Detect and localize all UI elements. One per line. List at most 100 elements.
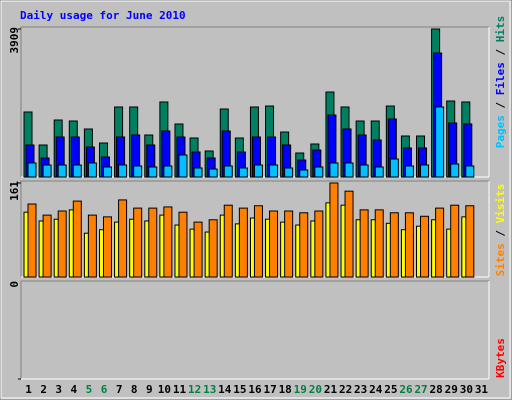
y-tick-label: 3909 (8, 27, 21, 54)
bar (269, 210, 279, 278)
bar (72, 164, 82, 178)
bar (42, 214, 52, 278)
panel (20, 280, 490, 380)
bar (57, 210, 67, 278)
bar (404, 165, 414, 178)
bar (223, 204, 233, 278)
x-tick-label: 1 (25, 383, 32, 396)
bar (269, 164, 279, 178)
x-tick-label: 6 (101, 383, 108, 396)
bar (163, 206, 173, 278)
bar (435, 106, 445, 178)
x-tick-label: 28 (430, 383, 443, 396)
x-tick-label: 13 (203, 383, 216, 396)
bar (193, 221, 203, 278)
bar (253, 164, 263, 178)
bar (465, 205, 475, 278)
bar (193, 167, 203, 178)
bar (102, 216, 112, 278)
x-tick-label: 5 (86, 383, 93, 396)
legend-separator: / (494, 223, 507, 243)
bar (450, 163, 460, 178)
bar (27, 162, 37, 178)
x-tick-label: 2 (40, 383, 47, 396)
bar (374, 209, 384, 278)
bar (299, 212, 309, 278)
legend-entry: Hits (494, 16, 507, 43)
bar (465, 165, 475, 178)
legend-entry: Files (494, 62, 507, 95)
x-tick-label: 8 (131, 383, 138, 396)
legend: Pages / Files / Hits (494, 16, 507, 149)
bar (238, 207, 248, 278)
bar (389, 212, 399, 278)
legend: KBytes (494, 338, 507, 378)
legend-entry: KBytes (494, 338, 507, 378)
x-tick-label: 4 (71, 383, 78, 396)
bar (72, 200, 82, 278)
bar (314, 210, 324, 278)
x-tick-label: 30 (460, 383, 473, 396)
x-tick-label: 17 (263, 383, 276, 396)
bar (102, 166, 112, 178)
bar (420, 164, 430, 178)
x-tick-label: 16 (248, 383, 262, 396)
bar (133, 207, 143, 278)
bar (133, 165, 143, 178)
legend: Sites / Visits (494, 184, 507, 277)
x-tick-label: 31 (475, 383, 489, 396)
bar (163, 165, 173, 178)
bar (284, 210, 294, 278)
chart-title: Daily usage for June 2010 (20, 9, 186, 22)
bar (148, 166, 158, 178)
bar (148, 207, 158, 278)
x-tick-label: 24 (369, 383, 383, 396)
legend-entry: Pages (494, 115, 507, 148)
bar (27, 203, 37, 278)
x-tick-label: 27 (414, 383, 427, 396)
bar (389, 158, 399, 178)
bar (329, 182, 339, 278)
x-tick-label: 15 (233, 383, 246, 396)
bar (118, 199, 128, 278)
bar (87, 162, 97, 178)
bar (208, 168, 218, 178)
bar (178, 211, 188, 278)
bar (238, 167, 248, 178)
x-tick-label: 3 (55, 383, 62, 396)
x-tick-label: 10 (158, 383, 171, 396)
bar (178, 154, 188, 178)
x-tick-label: 26 (399, 383, 413, 396)
y-tick-label: 161 (8, 181, 21, 201)
bar (359, 164, 369, 178)
bar (420, 215, 430, 278)
legend-entry: Visits (494, 184, 507, 224)
x-tick-label: 12 (188, 383, 201, 396)
x-tick-label: 25 (384, 383, 397, 396)
bar (314, 166, 324, 178)
bar (299, 169, 309, 178)
bar (208, 219, 218, 278)
bar (450, 204, 460, 278)
bar (374, 166, 384, 178)
legend-separator: / (494, 95, 507, 115)
x-tick-label: 19 (294, 383, 307, 396)
legend-separator: / (494, 42, 507, 62)
x-tick-label: 18 (279, 383, 292, 396)
x-tick-label: 20 (309, 383, 322, 396)
bar (344, 162, 354, 178)
x-tick-label: 14 (218, 383, 232, 396)
bar (329, 162, 339, 178)
x-tick-label: 22 (339, 383, 352, 396)
bar (284, 167, 294, 178)
bar (253, 205, 263, 278)
bar (87, 214, 97, 278)
bar (118, 164, 128, 178)
bar (42, 164, 52, 178)
y-tick-label: 0 (8, 281, 21, 288)
x-tick-label: 9 (146, 383, 153, 396)
bar (57, 164, 67, 178)
bar (359, 209, 369, 278)
